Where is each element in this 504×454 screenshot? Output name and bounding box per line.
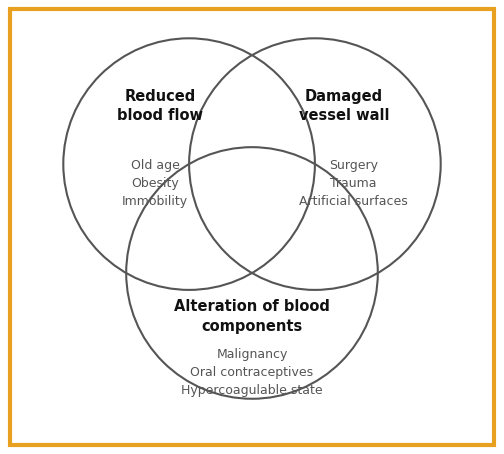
Text: Damaged
vessel wall: Damaged vessel wall	[299, 89, 389, 123]
Text: Reduced
blood flow: Reduced blood flow	[117, 89, 203, 123]
Text: Alteration of blood
components: Alteration of blood components	[174, 299, 330, 334]
Text: Old age
Obesity
Immobility: Old age Obesity Immobility	[122, 159, 188, 208]
Text: Surgery
Trauma
Artificial surfaces: Surgery Trauma Artificial surfaces	[299, 159, 408, 208]
Text: Malignancy
Oral contraceptives
Hypercoagulable state: Malignancy Oral contraceptives Hypercoag…	[181, 348, 323, 397]
